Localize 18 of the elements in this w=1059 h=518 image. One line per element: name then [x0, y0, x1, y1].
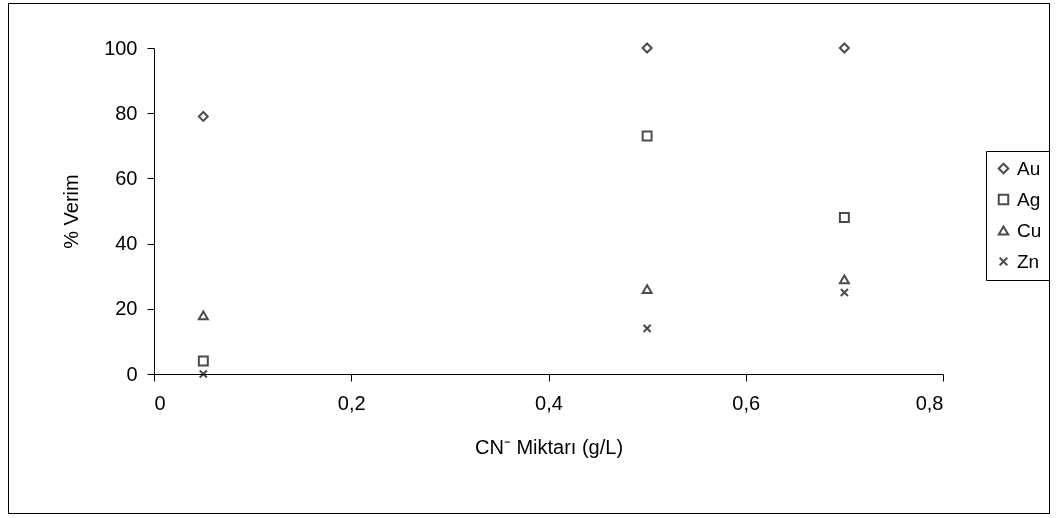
legend-label: Zn	[1017, 250, 1040, 272]
x-tick-label: 0,8	[915, 391, 944, 414]
x-tick-label: 0,6	[732, 391, 761, 414]
x-tick-label: 0	[154, 391, 166, 414]
x-tick-label: 0,2	[337, 391, 366, 414]
y-axis-title: % Verim	[60, 174, 83, 249]
y-tick-label: 100	[104, 36, 138, 59]
legend-label: Au	[1017, 157, 1041, 179]
y-tick-label: 20	[115, 297, 138, 320]
y-tick-label: 80	[115, 101, 138, 124]
legend-label: Cu	[1017, 219, 1042, 241]
legend-label: Ag	[1017, 188, 1041, 210]
y-tick-label: 0	[126, 362, 138, 385]
y-tick-label: 40	[115, 232, 138, 255]
chart-frame: 0 0,2 0,4 0,6 0,8 CN⁻ Miktarı (g/L) 0 20 40 60 80 100 % Verim Au Ag Cu Zn	[8, 3, 1050, 514]
x-tick-label: 0,4	[535, 391, 563, 414]
y-tick-label: 60	[115, 166, 138, 189]
x-axis-title: CN⁻ Miktarı (g/L)	[474, 435, 624, 458]
